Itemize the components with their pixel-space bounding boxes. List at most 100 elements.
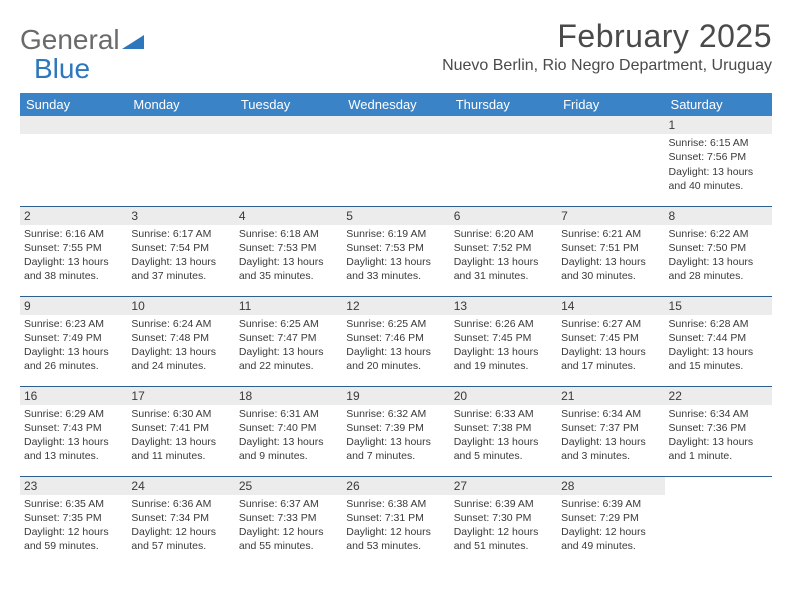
- calendar-cell: 5 Sunrise: 6:19 AMSunset: 7:53 PMDaylight…: [342, 206, 449, 296]
- calendar-cell: 27 Sunrise: 6:39 AMSunset: 7:30 PMDayligh…: [450, 476, 557, 566]
- calendar-cell: 13 Sunrise: 6:26 AMSunset: 7:45 PMDayligh…: [450, 296, 557, 386]
- day-number: 4: [235, 207, 342, 225]
- calendar-cell: 24 Sunrise: 6:36 AMSunset: 7:34 PMDayligh…: [127, 476, 234, 566]
- day-number-empty: [127, 116, 234, 134]
- calendar-cell: [127, 116, 234, 206]
- calendar-cell: 7 Sunrise: 6:21 AMSunset: 7:51 PMDaylight…: [557, 206, 664, 296]
- weekday-header: Sunday: [20, 93, 127, 116]
- calendar-cell: [557, 116, 664, 206]
- day-details: Sunrise: 6:34 AMSunset: 7:37 PMDaylight:…: [561, 407, 660, 464]
- day-details: Sunrise: 6:21 AMSunset: 7:51 PMDaylight:…: [561, 227, 660, 284]
- calendar-cell: [665, 476, 772, 566]
- calendar-cell: 3 Sunrise: 6:17 AMSunset: 7:54 PMDaylight…: [127, 206, 234, 296]
- day-number: 14: [557, 297, 664, 315]
- logo: General: [20, 18, 146, 56]
- calendar-cell: 4 Sunrise: 6:18 AMSunset: 7:53 PMDaylight…: [235, 206, 342, 296]
- weekday-header: Monday: [127, 93, 234, 116]
- day-number: 5: [342, 207, 449, 225]
- day-details: Sunrise: 6:31 AMSunset: 7:40 PMDaylight:…: [239, 407, 338, 464]
- calendar-body: 1Sunrise: 6:15 AMSunset: 7:56 PMDaylight…: [20, 116, 772, 566]
- day-number: 2: [20, 207, 127, 225]
- calendar-cell: [342, 116, 449, 206]
- day-details: Sunrise: 6:16 AMSunset: 7:55 PMDaylight:…: [24, 227, 123, 284]
- calendar-cell: 9 Sunrise: 6:23 AMSunset: 7:49 PMDaylight…: [20, 296, 127, 386]
- day-details: Sunrise: 6:37 AMSunset: 7:33 PMDaylight:…: [239, 497, 338, 554]
- day-details: Sunrise: 6:33 AMSunset: 7:38 PMDaylight:…: [454, 407, 553, 464]
- calendar-cell: 26Sunrise: 6:38 AMSunset: 7:31 PMDayligh…: [342, 476, 449, 566]
- day-number-empty: [342, 116, 449, 134]
- calendar-cell: [20, 116, 127, 206]
- calendar-cell: 1Sunrise: 6:15 AMSunset: 7:56 PMDaylight…: [665, 116, 772, 206]
- month-title: February 2025: [442, 18, 772, 55]
- day-details: Sunrise: 6:35 AMSunset: 7:35 PMDaylight:…: [24, 497, 123, 554]
- location-text: Nuevo Berlin, Rio Negro Department, Urug…: [442, 57, 772, 75]
- day-details: Sunrise: 6:20 AMSunset: 7:52 PMDaylight:…: [454, 227, 553, 284]
- day-number-empty: [450, 116, 557, 134]
- day-number: 20: [450, 387, 557, 405]
- day-details: Sunrise: 6:25 AMSunset: 7:47 PMDaylight:…: [239, 317, 338, 374]
- day-number-empty: [20, 116, 127, 134]
- calendar-cell: [450, 116, 557, 206]
- calendar-cell: 15 Sunrise: 6:28 AMSunset: 7:44 PMDayligh…: [665, 296, 772, 386]
- calendar-head: Sunday Monday Tuesday Wednesday Thursday…: [20, 93, 772, 116]
- calendar-cell: 11Sunrise: 6:25 AMSunset: 7:47 PMDayligh…: [235, 296, 342, 386]
- day-number: 8: [665, 207, 772, 225]
- calendar-cell: 18 Sunrise: 6:31 AMSunset: 7:40 PMDayligh…: [235, 386, 342, 476]
- day-details: Sunrise: 6:34 AMSunset: 7:36 PMDaylight:…: [669, 407, 768, 464]
- day-number: 10: [127, 297, 234, 315]
- calendar-table: Sunday Monday Tuesday Wednesday Thursday…: [20, 93, 772, 566]
- weekday-header: Friday: [557, 93, 664, 116]
- title-block: February 2025 Nuevo Berlin, Rio Negro De…: [442, 18, 772, 75]
- day-number: 24: [127, 477, 234, 495]
- day-number: 25: [235, 477, 342, 495]
- day-details: Sunrise: 6:28 AMSunset: 7:44 PMDaylight:…: [669, 317, 768, 374]
- day-details: Sunrise: 6:22 AMSunset: 7:50 PMDaylight:…: [669, 227, 768, 284]
- weekday-header: Thursday: [450, 93, 557, 116]
- day-details: Sunrise: 6:39 AMSunset: 7:29 PMDaylight:…: [561, 497, 660, 554]
- day-number: 21: [557, 387, 664, 405]
- day-details: Sunrise: 6:32 AMSunset: 7:39 PMDaylight:…: [346, 407, 445, 464]
- day-number: 3: [127, 207, 234, 225]
- day-details: Sunrise: 6:39 AMSunset: 7:30 PMDaylight:…: [454, 497, 553, 554]
- day-number: 6: [450, 207, 557, 225]
- calendar-week: 2 Sunrise: 6:16 AMSunset: 7:55 PMDaylight…: [20, 206, 772, 296]
- day-details: Sunrise: 6:15 AMSunset: 7:56 PMDaylight:…: [669, 136, 768, 193]
- day-number: 17: [127, 387, 234, 405]
- day-details: Sunrise: 6:38 AMSunset: 7:31 PMDaylight:…: [346, 497, 445, 554]
- day-details: Sunrise: 6:17 AMSunset: 7:54 PMDaylight:…: [131, 227, 230, 284]
- calendar-week: 9 Sunrise: 6:23 AMSunset: 7:49 PMDaylight…: [20, 296, 772, 386]
- day-number: 18: [235, 387, 342, 405]
- day-number: 16: [20, 387, 127, 405]
- day-number: 15: [665, 297, 772, 315]
- day-number: 13: [450, 297, 557, 315]
- day-number: 19: [342, 387, 449, 405]
- day-details: Sunrise: 6:36 AMSunset: 7:34 PMDaylight:…: [131, 497, 230, 554]
- day-details: Sunrise: 6:19 AMSunset: 7:53 PMDaylight:…: [346, 227, 445, 284]
- day-details: Sunrise: 6:18 AMSunset: 7:53 PMDaylight:…: [239, 227, 338, 284]
- day-details: Sunrise: 6:23 AMSunset: 7:49 PMDaylight:…: [24, 317, 123, 374]
- day-details: Sunrise: 6:29 AMSunset: 7:43 PMDaylight:…: [24, 407, 123, 464]
- calendar-week: 23Sunrise: 6:35 AMSunset: 7:35 PMDayligh…: [20, 476, 772, 566]
- weekday-row: Sunday Monday Tuesday Wednesday Thursday…: [20, 93, 772, 116]
- logo-triangle-icon: [122, 31, 144, 49]
- weekday-header: Tuesday: [235, 93, 342, 116]
- weekday-header: Wednesday: [342, 93, 449, 116]
- day-number: 22: [665, 387, 772, 405]
- day-details: Sunrise: 6:25 AMSunset: 7:46 PMDaylight:…: [346, 317, 445, 374]
- weekday-header: Saturday: [665, 93, 772, 116]
- calendar-cell: 10Sunrise: 6:24 AMSunset: 7:48 PMDayligh…: [127, 296, 234, 386]
- day-details: Sunrise: 6:27 AMSunset: 7:45 PMDaylight:…: [561, 317, 660, 374]
- day-number: 27: [450, 477, 557, 495]
- calendar-cell: 21 Sunrise: 6:34 AMSunset: 7:37 PMDayligh…: [557, 386, 664, 476]
- day-details: Sunrise: 6:26 AMSunset: 7:45 PMDaylight:…: [454, 317, 553, 374]
- day-number: 7: [557, 207, 664, 225]
- calendar-week: 16 Sunrise: 6:29 AMSunset: 7:43 PMDayligh…: [20, 386, 772, 476]
- calendar-cell: 12 Sunrise: 6:25 AMSunset: 7:46 PMDayligh…: [342, 296, 449, 386]
- day-number: 28: [557, 477, 664, 495]
- calendar-cell: 28 Sunrise: 6:39 AMSunset: 7:29 PMDayligh…: [557, 476, 664, 566]
- calendar-cell: 14 Sunrise: 6:27 AMSunset: 7:45 PMDayligh…: [557, 296, 664, 386]
- day-number: 9: [20, 297, 127, 315]
- day-number: 12: [342, 297, 449, 315]
- calendar-cell: 22 Sunrise: 6:34 AMSunset: 7:36 PMDayligh…: [665, 386, 772, 476]
- calendar-cell: 16 Sunrise: 6:29 AMSunset: 7:43 PMDayligh…: [20, 386, 127, 476]
